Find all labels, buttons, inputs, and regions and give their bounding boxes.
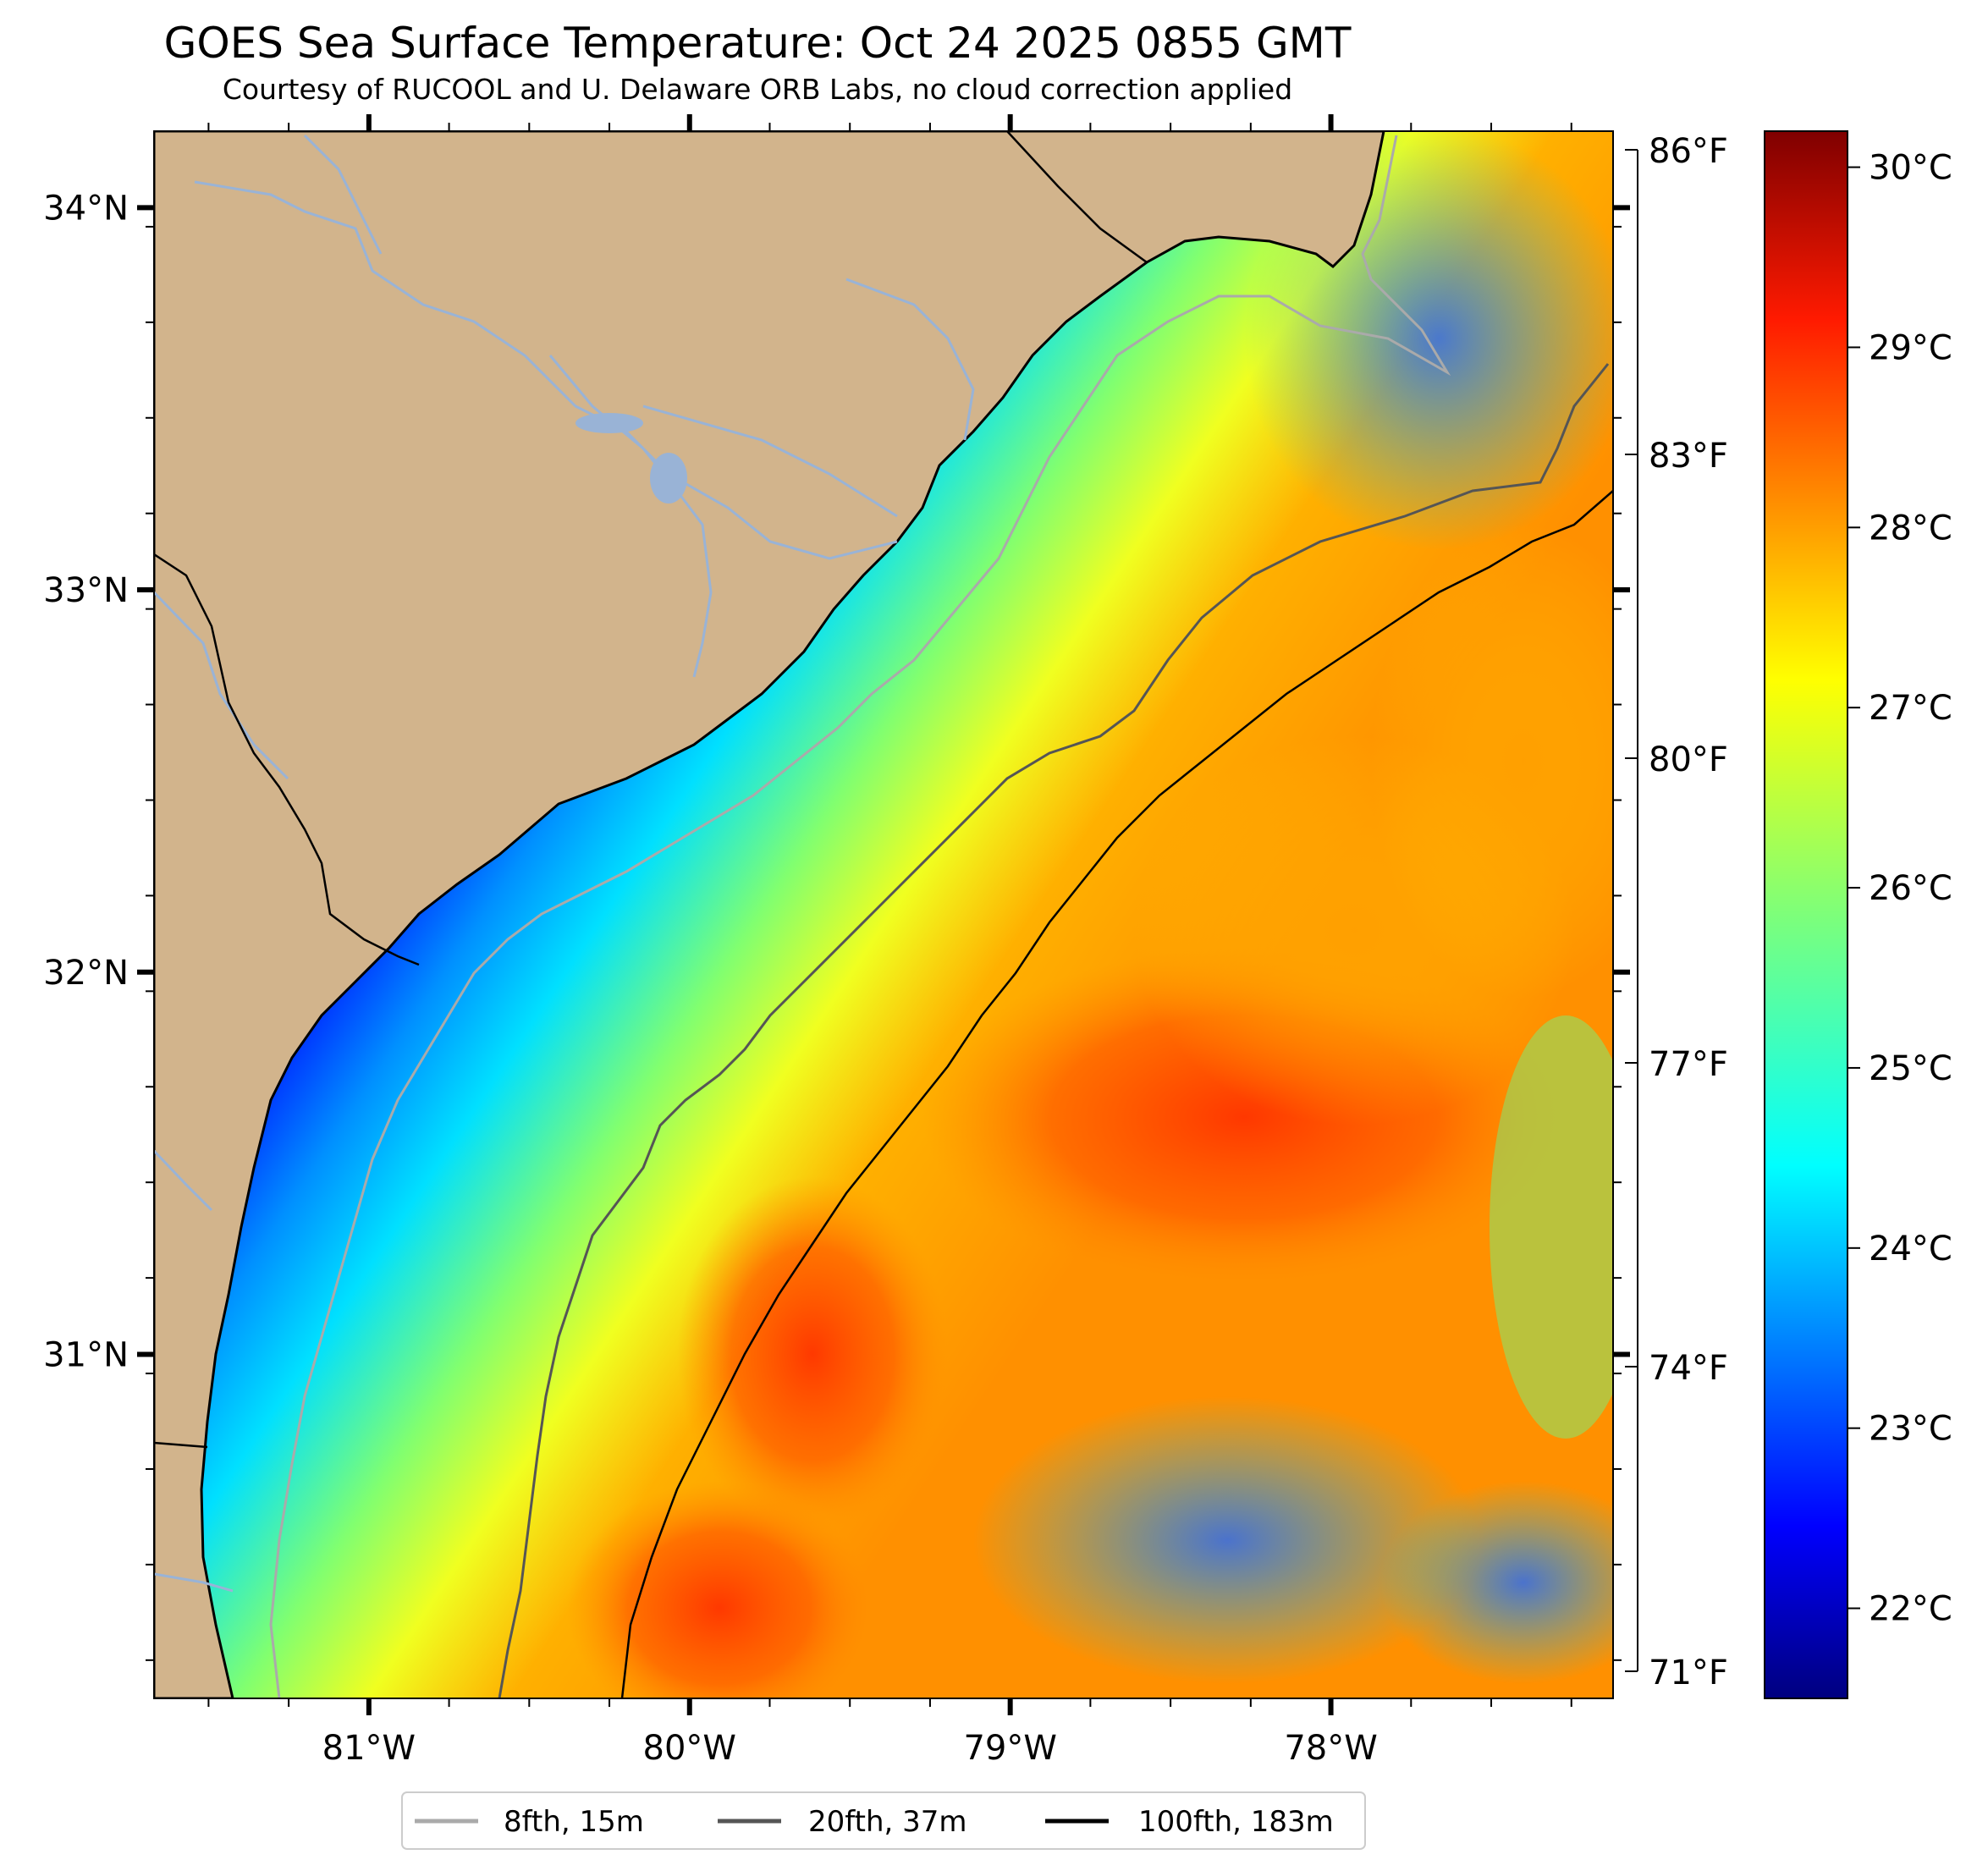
colorbar-tick-label: 23°C — [1869, 1410, 1952, 1449]
isobath-20fth — [498, 363, 1610, 1698]
lon-tick-label: 79°W — [963, 1729, 1056, 1768]
lat-tick-label: 31°N — [43, 1335, 129, 1374]
fahrenheit-tick-label: 77°F — [1649, 1045, 1728, 1084]
legend-box — [401, 1791, 1366, 1850]
colorbar-gradient — [1764, 130, 1848, 1699]
colorbar-tick-label: 24°C — [1869, 1230, 1952, 1268]
colorbar-tick-label: 28°C — [1869, 509, 1952, 548]
isobath-legend: 8fth, 15m 20fth, 37m 100fth, 183m — [401, 1791, 1366, 1850]
rivers — [154, 134, 975, 1593]
latitude-axis: 34°N 33°N 32°N 31°N — [43, 189, 1630, 1374]
fahrenheit-tick-label: 74°F — [1649, 1349, 1728, 1388]
fahrenheit-scale: 86°F 83°F 80°F 77°F 74°F 71°F — [1625, 132, 1728, 1692]
longitude-axis: 81°W 80°W 79°W 78°W — [322, 114, 1378, 1768]
fahrenheit-tick-label: 83°F — [1649, 437, 1728, 476]
lon-tick-label: 81°W — [322, 1729, 416, 1768]
lake — [575, 413, 643, 433]
lake — [650, 453, 687, 504]
lon-tick-label: 80°W — [643, 1729, 736, 1768]
minor-ticks — [146, 123, 1622, 1707]
colorbar-tick-label: 22°C — [1869, 1590, 1952, 1629]
colorbar-tick-label: 27°C — [1869, 689, 1952, 728]
map-title: GOES Sea Surface Temperature: Oct 24 202… — [163, 19, 1352, 68]
lat-tick-label: 32°N — [43, 954, 129, 993]
fahrenheit-tick-label: 86°F — [1649, 132, 1728, 171]
colorbar-tick-label: 30°C — [1869, 149, 1952, 188]
warm-east — [1371, 525, 1613, 999]
isobath-100fth — [620, 490, 1613, 1698]
colorbar-tick-label: 26°C — [1869, 869, 1952, 908]
state-borders — [154, 131, 1148, 1449]
green-band-east — [1490, 1015, 1613, 1439]
warm-south — [567, 1481, 872, 1698]
map-subtitle: Courtesy of RUCOOL and U. Delaware ORB L… — [222, 73, 1293, 106]
fahrenheit-tick-label: 80°F — [1649, 740, 1728, 779]
isobath-8fth — [269, 135, 1451, 1698]
colorbar: 30°C 29°C 28°C 27°C 26°C 25°C 24°C 23°C 22°C — [1764, 130, 1952, 1699]
land-mass — [154, 131, 1385, 1698]
lat-tick-label: 34°N — [43, 189, 129, 228]
cool-patch-south — [973, 1396, 1481, 1684]
colorbar-tick-label: 25°C — [1869, 1049, 1952, 1088]
map-plot — [154, 131, 1613, 1698]
legend-label-8fth: 8fth, 15m — [504, 1805, 644, 1839]
map-frame — [153, 130, 1614, 1699]
warm-filament — [677, 1176, 948, 1532]
fahrenheit-tick-label: 71°F — [1649, 1654, 1728, 1692]
legend-label-20fth: 20fth, 37m — [808, 1805, 967, 1839]
legend-label-100fth: 100fth, 183m — [1138, 1805, 1334, 1839]
cool-patch-se — [1379, 1481, 1613, 1684]
colorbar-tick-label: 29°C — [1869, 328, 1952, 367]
lat-tick-label: 33°N — [43, 571, 129, 610]
lon-tick-label: 78°W — [1284, 1729, 1377, 1768]
